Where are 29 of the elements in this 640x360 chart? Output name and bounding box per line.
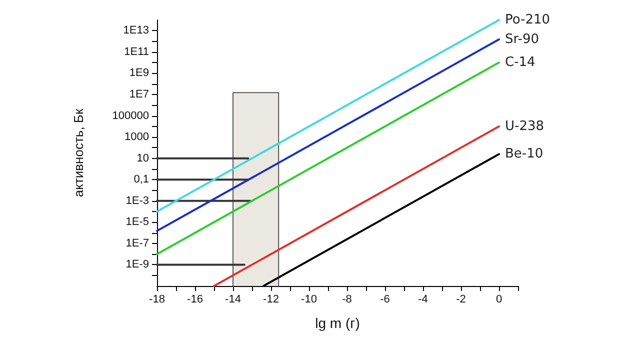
series-label: Be-10 <box>505 146 544 162</box>
series-label: U-238 <box>505 118 544 134</box>
y-tick-label: 0,1 <box>134 174 149 186</box>
y-tick-label: 1E-5 <box>126 216 149 228</box>
y-tick-label: 1E9 <box>129 67 149 80</box>
x-tick-label: -8 <box>342 294 352 306</box>
y-axis-title: активность, Бк <box>71 108 86 198</box>
x-tick-label: -16 <box>187 294 203 306</box>
y-tick-label: 1E7 <box>129 88 149 100</box>
x-tick-label: 0 <box>496 294 502 306</box>
y-tick-label: 1E-3 <box>126 194 149 207</box>
y-tick-label: 1E-7 <box>126 237 149 250</box>
x-tick-label: -4 <box>418 294 428 306</box>
x-tick-label: -10 <box>301 294 317 306</box>
x-axis-title: lg m (г) <box>315 315 360 331</box>
y-tick-label: 10 <box>136 152 149 164</box>
series-label: Po-210 <box>505 12 550 28</box>
x-tick-label: -2 <box>456 294 466 306</box>
y-tick-label: 1000 <box>124 131 149 144</box>
series-label: Sr-90 <box>505 32 539 47</box>
x-tick-label: -18 <box>149 294 165 306</box>
x-tick-label: -14 <box>225 294 241 306</box>
y-tick-label: 1E-9 <box>126 258 149 271</box>
y-tick-label: 1E13 <box>123 24 149 37</box>
series-label: C-14 <box>505 55 536 70</box>
y-tick-label: 100000 <box>112 110 149 122</box>
x-tick-label: -6 <box>380 294 390 306</box>
y-tick-label: 1E11 <box>124 46 149 58</box>
x-tick-label: -12 <box>263 294 279 306</box>
